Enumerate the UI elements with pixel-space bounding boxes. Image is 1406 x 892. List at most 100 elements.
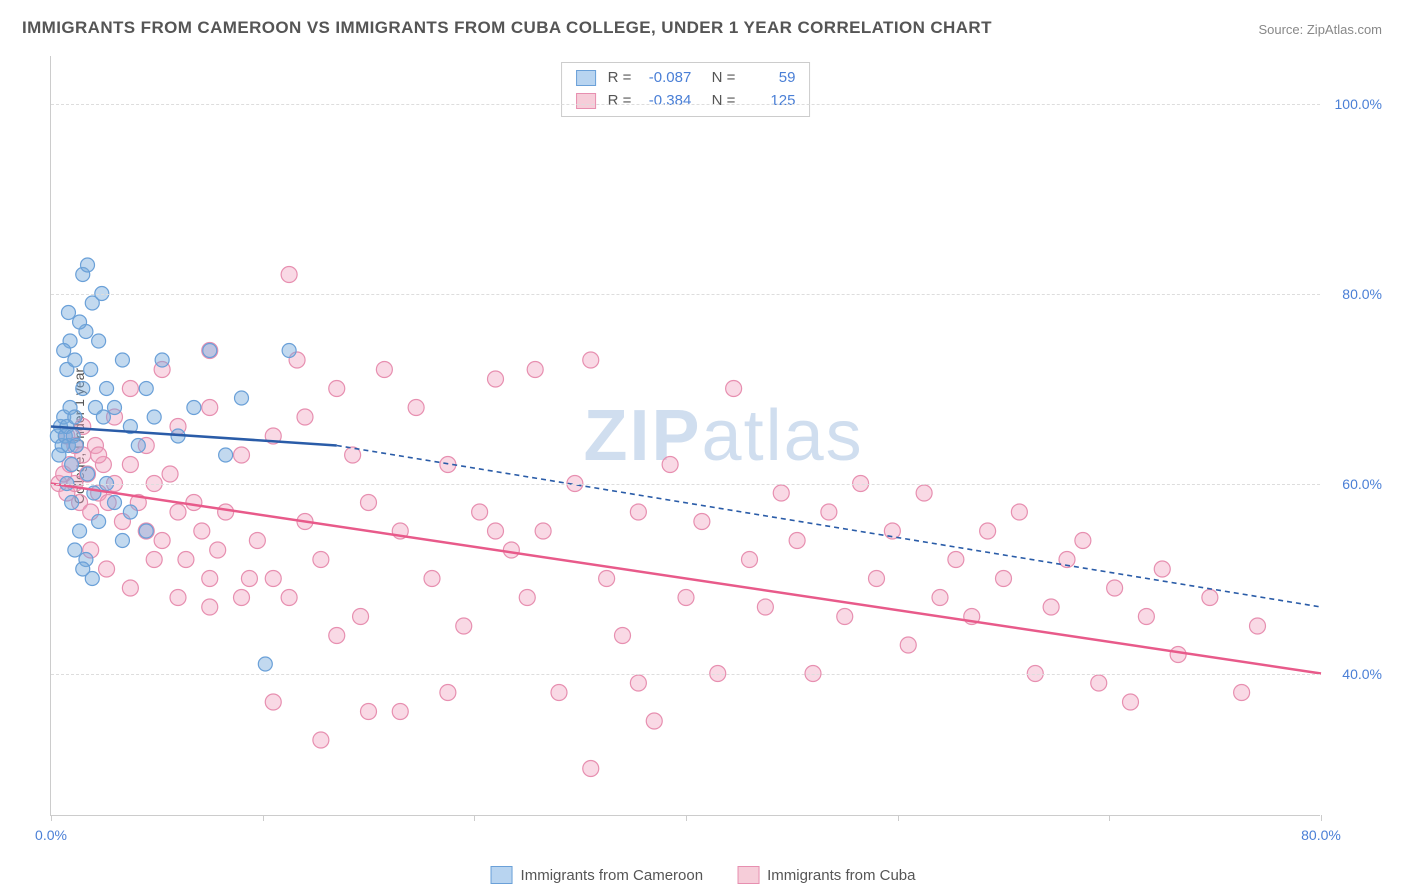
legend-swatch-cuba bbox=[737, 866, 759, 884]
scatter-point bbox=[202, 599, 218, 615]
scatter-point bbox=[202, 571, 218, 587]
scatter-point bbox=[92, 334, 106, 348]
scatter-point bbox=[155, 353, 169, 367]
scatter-point bbox=[203, 344, 217, 358]
scatter-point bbox=[249, 533, 265, 549]
scatter-point bbox=[281, 590, 297, 606]
scatter-point bbox=[1043, 599, 1059, 615]
scatter-point bbox=[170, 504, 186, 520]
scatter-point bbox=[281, 267, 297, 283]
scatter-point bbox=[1011, 504, 1027, 520]
scatter-point bbox=[361, 495, 377, 511]
scatter-point bbox=[100, 382, 114, 396]
scatter-point bbox=[353, 609, 369, 625]
scatter-point bbox=[392, 704, 408, 720]
scatter-point bbox=[773, 485, 789, 501]
scatter-point bbox=[282, 344, 296, 358]
scatter-point bbox=[519, 590, 535, 606]
scatter-point bbox=[583, 352, 599, 368]
stats-r-cuba: -0.384 bbox=[639, 90, 691, 113]
stats-n-cameroon: 59 bbox=[743, 67, 795, 90]
scatter-point bbox=[472, 504, 488, 520]
x-tick-mark bbox=[686, 815, 687, 821]
scatter-point bbox=[1107, 580, 1123, 596]
gridline bbox=[51, 484, 1320, 485]
scatter-point bbox=[194, 523, 210, 539]
x-tick-mark bbox=[898, 815, 899, 821]
legend-bottom: Immigrants from Cameroon Immigrants from… bbox=[491, 866, 916, 884]
scatter-point bbox=[65, 496, 79, 510]
scatter-point bbox=[258, 657, 272, 671]
scatter-point bbox=[599, 571, 615, 587]
legend-item-cuba: Immigrants from Cuba bbox=[737, 866, 915, 884]
scatter-point bbox=[154, 533, 170, 549]
scatter-point bbox=[92, 515, 106, 529]
stats-n-label2: N = bbox=[703, 90, 735, 113]
x-tick-mark bbox=[1109, 815, 1110, 821]
scatter-point bbox=[646, 713, 662, 729]
scatter-point bbox=[122, 457, 138, 473]
scatter-point bbox=[84, 363, 98, 377]
stats-row-cameroon: R = -0.087 N = 59 bbox=[576, 67, 796, 90]
scatter-point bbox=[583, 761, 599, 777]
scatter-point bbox=[630, 675, 646, 691]
scatter-point bbox=[234, 447, 250, 463]
scatter-point bbox=[503, 542, 519, 558]
stats-swatch-cameroon bbox=[576, 70, 596, 86]
scatter-point bbox=[122, 580, 138, 596]
scatter-point bbox=[361, 704, 377, 720]
scatter-point bbox=[61, 306, 75, 320]
scatter-point bbox=[1250, 618, 1266, 634]
scatter-point bbox=[91, 447, 107, 463]
scatter-point bbox=[1170, 647, 1186, 663]
scatter-point bbox=[488, 523, 504, 539]
scatter-point bbox=[139, 382, 153, 396]
scatter-point bbox=[122, 381, 138, 397]
chart-svg bbox=[51, 56, 1320, 815]
plot-area: College, Under 1 year ZIPatlas R = -0.08… bbox=[50, 56, 1320, 816]
scatter-point bbox=[527, 362, 543, 378]
stats-row-cuba: R = -0.384 N = 125 bbox=[576, 90, 796, 113]
scatter-point bbox=[108, 401, 122, 415]
stats-n-label: N = bbox=[703, 67, 735, 90]
scatter-point bbox=[1154, 561, 1170, 577]
stats-r-label2: R = bbox=[608, 90, 632, 113]
scatter-point bbox=[235, 391, 249, 405]
scatter-point bbox=[932, 590, 948, 606]
scatter-point bbox=[99, 561, 115, 577]
scatter-point bbox=[170, 590, 186, 606]
scatter-point bbox=[57, 344, 71, 358]
scatter-point bbox=[115, 353, 129, 367]
scatter-point bbox=[69, 439, 83, 453]
scatter-point bbox=[488, 371, 504, 387]
scatter-point bbox=[821, 504, 837, 520]
gridline bbox=[51, 104, 1320, 105]
scatter-point bbox=[108, 496, 122, 510]
scatter-point bbox=[73, 315, 87, 329]
scatter-point bbox=[187, 401, 201, 415]
scatter-point bbox=[884, 523, 900, 539]
x-tick-mark bbox=[474, 815, 475, 821]
trend-line-cameroon-dashed bbox=[337, 446, 1321, 608]
scatter-point bbox=[408, 400, 424, 416]
scatter-point bbox=[1234, 685, 1250, 701]
scatter-point bbox=[96, 410, 110, 424]
scatter-point bbox=[424, 571, 440, 587]
scatter-point bbox=[1075, 533, 1091, 549]
x-tick-mark bbox=[51, 815, 52, 821]
scatter-point bbox=[916, 485, 932, 501]
scatter-point bbox=[630, 504, 646, 520]
scatter-point bbox=[68, 410, 82, 424]
scatter-point bbox=[1091, 675, 1107, 691]
scatter-point bbox=[162, 466, 178, 482]
scatter-point bbox=[123, 505, 137, 519]
scatter-point bbox=[234, 590, 250, 606]
scatter-point bbox=[76, 562, 90, 576]
legend-item-cameroon: Immigrants from Cameroon bbox=[491, 866, 704, 884]
scatter-point bbox=[115, 534, 129, 548]
scatter-point bbox=[139, 524, 153, 538]
scatter-point bbox=[980, 523, 996, 539]
scatter-point bbox=[313, 552, 329, 568]
stats-r-cameroon: -0.087 bbox=[639, 67, 691, 90]
scatter-point bbox=[241, 571, 257, 587]
